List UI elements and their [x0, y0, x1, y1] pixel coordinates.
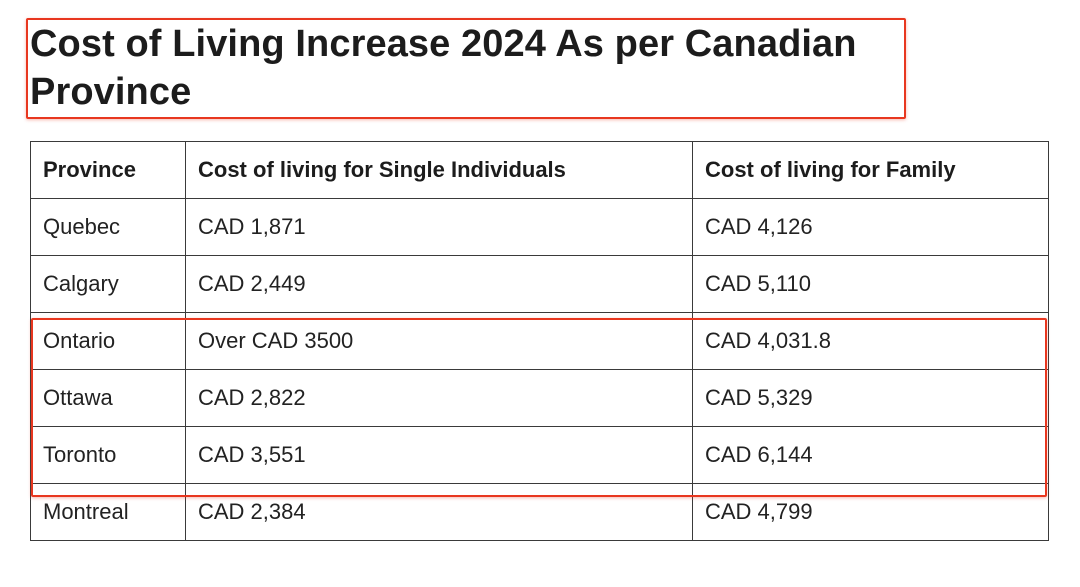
province-cell: Montreal — [30, 483, 186, 541]
single-cost-cell: CAD 2,449 — [185, 255, 693, 313]
table-row: Toronto CAD 3,551 CAD 6,144 — [30, 426, 1049, 484]
header-province: Province — [30, 141, 186, 199]
province-cell: Quebec — [30, 198, 186, 256]
province-cell: Ontario — [30, 312, 186, 370]
table-row: Quebec CAD 1,871 CAD 4,126 — [30, 198, 1049, 256]
family-cost-cell: CAD 5,329 — [692, 369, 1049, 427]
table-header-row: Province Cost of living for Single Indiv… — [30, 141, 1049, 199]
province-cell: Ottawa — [30, 369, 186, 427]
family-cost-cell: CAD 6,144 — [692, 426, 1049, 484]
table-row: Ottawa CAD 2,822 CAD 5,329 — [30, 369, 1049, 427]
table-row: Montreal CAD 2,384 CAD 4,799 — [30, 483, 1049, 541]
province-cell: Toronto — [30, 426, 186, 484]
header-single-cost: Cost of living for Single Individuals — [185, 141, 693, 199]
single-cost-cell: CAD 1,871 — [185, 198, 693, 256]
family-cost-cell: CAD 5,110 — [692, 255, 1049, 313]
family-cost-cell: CAD 4,126 — [692, 198, 1049, 256]
single-cost-cell: CAD 2,384 — [185, 483, 693, 541]
family-cost-cell: CAD 4,031.8 — [692, 312, 1049, 370]
province-cell: Calgary — [30, 255, 186, 313]
table-row: Ontario Over CAD 3500 CAD 4,031.8 — [30, 312, 1049, 370]
single-cost-cell: CAD 3,551 — [185, 426, 693, 484]
single-cost-cell: CAD 2,822 — [185, 369, 693, 427]
cost-of-living-table: Province Cost of living for Single Indiv… — [30, 141, 1049, 541]
table-row: Calgary CAD 2,449 CAD 5,110 — [30, 255, 1049, 313]
single-cost-cell: Over CAD 3500 — [185, 312, 693, 370]
title-highlight-box — [26, 18, 906, 119]
header-family-cost: Cost of living for Family — [692, 141, 1049, 199]
family-cost-cell: CAD 4,799 — [692, 483, 1049, 541]
page-title: Cost of Living Increase 2024 As per Cana… — [30, 23, 857, 113]
